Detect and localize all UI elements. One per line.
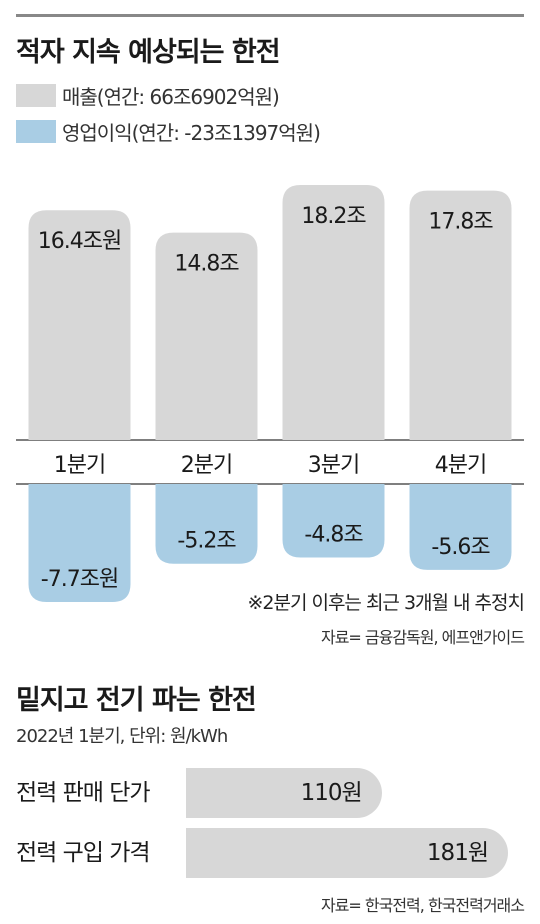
revenue-value-label-2: 14.8조 <box>174 252 239 277</box>
revenue-value-label-3: 18.2조 <box>301 204 366 229</box>
hbar-value-sell-price: 110원 <box>300 780 363 806</box>
hbar-row-buy-price: 전력 구입 가격 181원 <box>16 828 524 878</box>
hbar-sell-price: 110원 <box>186 768 382 818</box>
category-label-1: 1분기 <box>54 453 105 478</box>
legend-swatch-revenue <box>16 83 56 107</box>
legend-label-operating-profit: 영업이익(연간: -23조1397억원) <box>62 120 321 145</box>
estimate-note: ※2분기 이후는 최근 3개월 내 추정치 <box>247 592 525 614</box>
revenue-bar-4 <box>409 190 512 440</box>
source-note-1: 자료= 금융감독원, 에프앤가이드 <box>320 628 525 647</box>
source-note-2: 자료= 한국전력, 한국전력거래소 <box>320 896 525 915</box>
top-rule <box>16 14 524 17</box>
operating-profit-value-label-4: -5.6조 <box>431 535 490 560</box>
category-label-3: 3분기 <box>308 453 359 478</box>
chart-title: 적자 지속 예상되는 한전 <box>16 37 281 68</box>
revenue-value-label-1: 16.4조원 <box>38 229 121 254</box>
revenue-bar-3 <box>282 185 385 440</box>
operating-profit-bar-2 <box>155 484 258 564</box>
hbar-category-buy-price: 전력 구입 가격 <box>16 840 151 866</box>
operating-profit-bar-4 <box>409 484 512 570</box>
hbar-buy-price: 181원 <box>186 828 508 878</box>
category-label-4: 4분기 <box>435 453 486 478</box>
revenue-bar-2 <box>155 232 258 440</box>
chart2-subtitle: 2022년 1분기, 단위: 원/kWh <box>16 726 228 747</box>
quarterly-bar-chart: 16.4조원 1분기 -7.7조원 14.8조 2분기 -5.2조 18.2조 3분기 -4.8… <box>16 185 524 602</box>
operating-profit-bar-1 <box>28 484 131 602</box>
chart2-title: 밑지고 전기 파는 한전 <box>16 685 257 716</box>
hbar-value-buy-price: 181원 <box>426 840 489 866</box>
hbar-row-sell-price: 전력 판매 단가 110원 <box>16 768 524 818</box>
hbar-category-sell-price: 전력 판매 단가 <box>16 780 151 806</box>
operating-profit-value-label-3: -4.8조 <box>304 523 363 548</box>
legend-item-revenue: 매출(연간: 66조6902억원) <box>16 80 280 110</box>
revenue-bar-1 <box>28 210 131 440</box>
revenue-value-label-4: 17.8조 <box>428 210 493 235</box>
legend-label-revenue: 매출(연간: 66조6902억원) <box>62 84 280 109</box>
operating-profit-bar-3 <box>282 484 385 558</box>
category-label-2: 2분기 <box>181 453 232 478</box>
legend-swatch-operating-profit <box>16 119 56 143</box>
operating-profit-value-label-1: -7.7조원 <box>41 567 118 592</box>
legend-item-operating-profit: 영업이익(연간: -23조1397억원) <box>16 116 321 146</box>
operating-profit-value-label-2: -5.2조 <box>177 529 236 554</box>
